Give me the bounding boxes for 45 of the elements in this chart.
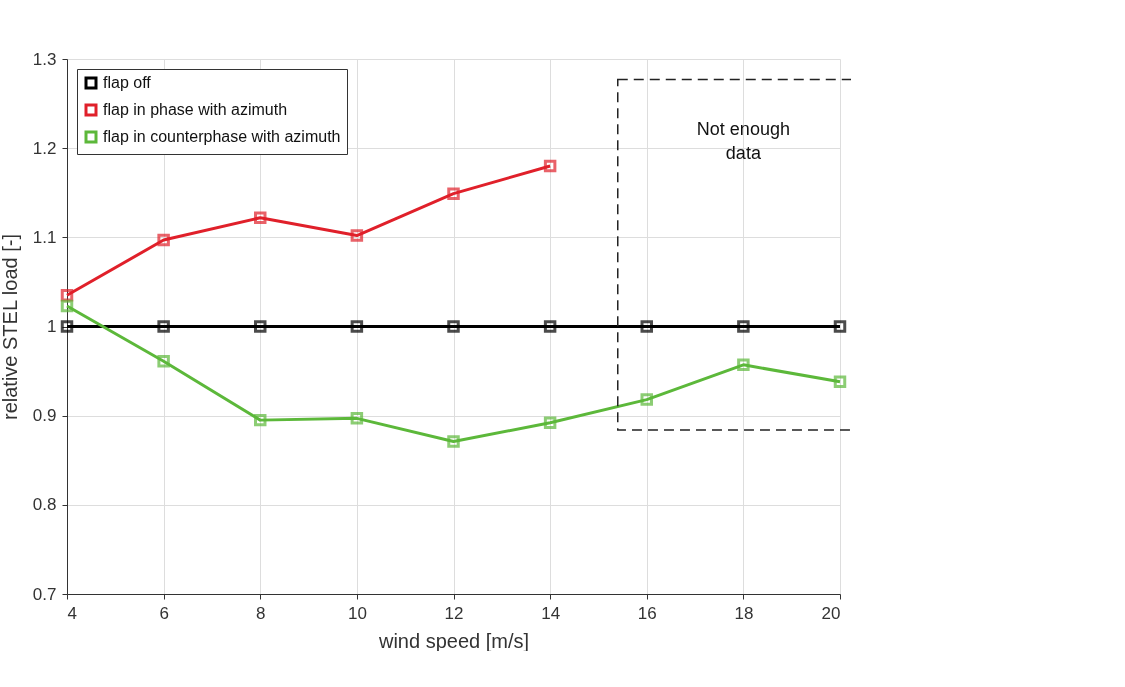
point	[833, 320, 847, 333]
y-axis-title: relative STEL load [-]	[0, 233, 21, 421]
point	[350, 320, 364, 333]
point	[350, 412, 364, 425]
point	[60, 299, 74, 313]
x-tick-label: 10	[347, 603, 367, 623]
x-tick-label: 20	[821, 603, 841, 623]
x-tick-label: 12	[444, 603, 464, 623]
point	[543, 159, 557, 173]
annotation: Not enough data	[696, 119, 790, 164]
point	[543, 416, 557, 430]
x-tick-label: 6	[159, 603, 169, 623]
point	[350, 229, 364, 242]
y-tick-label: 1.1	[32, 227, 57, 247]
x-tick-label: 8	[256, 603, 266, 623]
point	[640, 320, 653, 333]
y-tick-label: 1.3	[32, 49, 57, 69]
point	[60, 320, 74, 333]
legend-label: flap in phase with azimuth	[103, 101, 288, 118]
x-tick-label: 18	[734, 603, 754, 623]
point	[447, 320, 460, 333]
point	[157, 355, 170, 368]
point	[833, 375, 847, 389]
y-tick-label: 0.7	[32, 584, 57, 604]
point	[447, 435, 460, 448]
point	[254, 320, 267, 333]
legend-label: flap in counterphase with azimuth	[103, 128, 341, 145]
legend-label: flap off	[103, 74, 152, 91]
y-tick-label: 0.9	[32, 406, 57, 426]
x-tick-label: 14	[541, 603, 561, 623]
point	[447, 187, 460, 200]
point	[737, 320, 750, 333]
point	[157, 320, 170, 333]
x-axis-title: wind speed [m/s]	[377, 629, 530, 652]
point	[254, 211, 267, 224]
y-tick-label: 0.8	[32, 495, 57, 515]
x-tick-label: 16	[637, 603, 657, 623]
x-tick-label: 4	[67, 603, 77, 623]
point	[254, 413, 267, 427]
point	[157, 233, 170, 247]
y-tick-label: 1	[47, 317, 57, 336]
y-tick-label: 1.2	[32, 138, 57, 158]
point	[543, 320, 557, 333]
point	[640, 393, 653, 406]
point	[737, 358, 750, 372]
